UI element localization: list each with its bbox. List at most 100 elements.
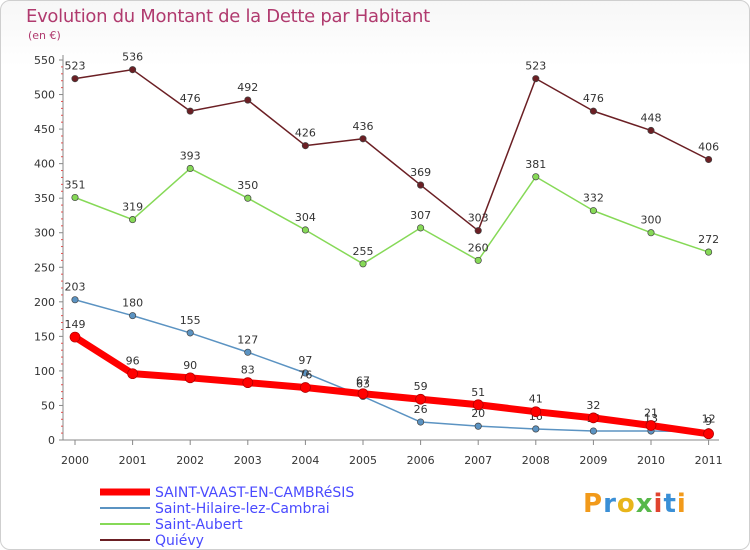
data-label: 90 [183, 359, 197, 372]
data-label: 12 [702, 413, 716, 426]
y-tick-label: 0 [48, 434, 55, 447]
data-label: 369 [410, 166, 431, 179]
x-tick-label: 2011 [695, 454, 723, 467]
x-tick-label: 2008 [522, 454, 550, 467]
data-point [589, 427, 597, 435]
y-tick-label: 400 [34, 158, 55, 171]
data-point [357, 388, 369, 400]
data-label: 260 [468, 241, 489, 254]
x-tick-label: 2000 [61, 454, 89, 467]
data-point [242, 377, 254, 389]
x-tick-label: 2009 [579, 454, 607, 467]
data-label: 255 [353, 245, 374, 258]
data-point [647, 229, 655, 237]
data-label: 41 [529, 393, 543, 406]
data-point [244, 96, 252, 104]
series-line [74, 68, 710, 232]
data-point [589, 207, 597, 215]
data-point [589, 107, 597, 115]
data-label: 203 [65, 281, 86, 294]
y-tick-label: 100 [34, 365, 55, 378]
data-point [417, 418, 425, 426]
data-point [588, 412, 599, 424]
data-label: 492 [237, 81, 258, 94]
x-tick-label: 2002 [176, 454, 204, 467]
data-label: 97 [298, 354, 312, 367]
data-label: 448 [641, 111, 662, 124]
data-point [705, 248, 713, 256]
data-label: 51 [471, 386, 485, 399]
data-label: 9 [705, 415, 712, 428]
y-tick-label: 550 [34, 54, 55, 67]
data-label: 476 [583, 92, 604, 105]
data-label: 304 [295, 211, 316, 224]
data-point [129, 312, 137, 320]
data-point [530, 406, 542, 418]
data-label: 436 [353, 120, 374, 133]
data-point [127, 368, 138, 380]
data-point [532, 173, 540, 181]
data-point [703, 428, 714, 440]
data-label: 406 [698, 140, 719, 153]
legend-label: Quiévy [155, 533, 204, 549]
data-label: 67 [356, 375, 370, 388]
y-tick-label: 450 [34, 123, 55, 136]
data-label: 350 [237, 179, 258, 192]
data-point [301, 142, 309, 150]
data-point [244, 194, 252, 202]
y-tick-label: 250 [34, 261, 55, 274]
chart-title: Evolution du Montant de la Dette par Hab… [26, 6, 430, 27]
data-point [300, 382, 311, 393]
data-point [129, 216, 137, 224]
legend-label: Saint-Hilaire-lez-Cambrai [155, 501, 330, 517]
y-tick-label: 350 [34, 192, 55, 205]
data-point [71, 193, 79, 202]
series-line [71, 333, 713, 438]
data-label: 307 [410, 209, 431, 222]
x-tick-label: 2001 [119, 454, 147, 467]
legend-label: SAINT-VAAST-EN-CAMBRéSIS [155, 485, 354, 501]
data-label: 76 [298, 368, 312, 381]
data-point [184, 372, 196, 384]
data-label: 303 [468, 212, 489, 225]
data-label: 155 [180, 314, 201, 327]
data-label: 20 [471, 407, 485, 420]
data-point [244, 348, 252, 356]
data-point [705, 155, 713, 164]
x-tick-label: 2006 [407, 454, 435, 467]
x-tick-label: 2007 [464, 454, 492, 467]
data-point [645, 420, 657, 431]
x-tick-label: 2003 [234, 454, 262, 467]
data-point [474, 256, 482, 264]
data-point [359, 260, 367, 268]
data-label: 127 [237, 333, 258, 346]
x-tick-label: 2010 [637, 454, 665, 467]
data-label: 393 [180, 149, 201, 162]
data-label: 149 [65, 318, 86, 331]
data-point [532, 75, 540, 83]
data-label: 476 [180, 92, 201, 105]
y-tick-label: 150 [34, 330, 55, 343]
data-point [301, 226, 309, 234]
data-label: 426 [295, 127, 316, 140]
data-point [186, 329, 194, 337]
data-label: 26 [414, 403, 428, 416]
data-label: 180 [122, 297, 143, 310]
data-point [417, 181, 425, 189]
data-label: 381 [525, 158, 546, 171]
data-point [647, 126, 655, 135]
data-label: 83 [241, 364, 255, 377]
data-label: 319 [122, 201, 143, 214]
data-label: 332 [583, 192, 604, 205]
data-label: 21 [644, 406, 658, 419]
data-point [129, 66, 137, 74]
data-label: 523 [65, 60, 86, 73]
data-point [532, 425, 540, 433]
data-point [474, 422, 482, 430]
data-label: 272 [698, 233, 719, 246]
series-line [74, 298, 710, 433]
y-tick-label: 200 [34, 296, 55, 309]
proxiti-logo: Proxiti [583, 489, 687, 519]
x-tick-label: 2005 [349, 454, 377, 467]
